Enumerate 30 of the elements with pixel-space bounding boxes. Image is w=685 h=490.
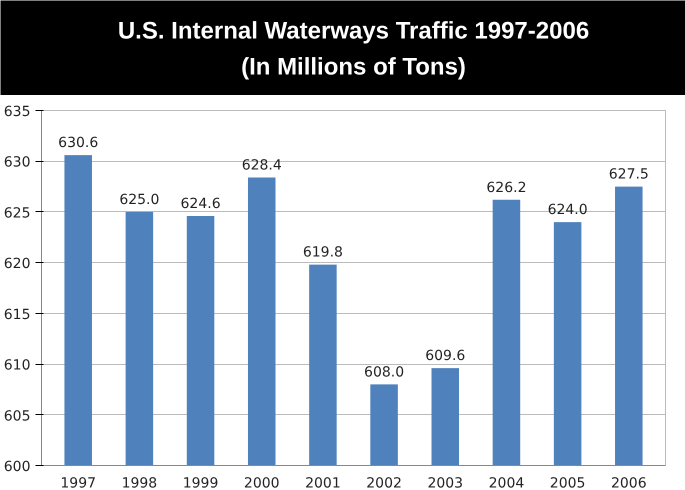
y-tick-label: 615: [4, 306, 31, 323]
data-label: 627.5: [608, 166, 649, 183]
data-label: 624.0: [548, 202, 588, 218]
y-tick-label: 620: [4, 256, 31, 272]
x-tick-label: 1998: [122, 476, 158, 490]
x-tick-label: 2001: [305, 476, 341, 490]
data-label: 630.6: [58, 135, 98, 152]
x-tick-label: 2006: [610, 476, 647, 490]
data-label: 609.6: [425, 348, 466, 364]
data-label: 624.6: [180, 196, 221, 212]
y-tick-label: 625: [4, 205, 31, 222]
y-tick-label: 630: [4, 154, 31, 171]
x-tick-label: 2004: [488, 476, 524, 490]
y-tick-label: 605: [4, 408, 31, 424]
data-label: 628.4: [242, 157, 282, 174]
x-tick-label: 2003: [427, 476, 464, 490]
chart-subtitle: (In Millions of Tons): [241, 54, 466, 80]
x-tick-label: 2002: [366, 476, 402, 490]
data-label: 619.8: [302, 244, 343, 261]
y-tick-label: 610: [4, 358, 31, 374]
x-tick-label: 1997: [60, 476, 96, 490]
x-tick-label: 1999: [182, 476, 218, 490]
data-label: 625.0: [119, 192, 160, 208]
data-label: 608.0: [364, 364, 404, 380]
chart-title: U.S. Internal Waterways Traffic 1997-2006: [118, 17, 590, 44]
data-label: 626.2: [486, 180, 526, 196]
x-tick-label: 2000: [244, 476, 280, 490]
x-tick-label: 2005: [550, 476, 586, 490]
y-tick-label: 600: [4, 459, 31, 475]
y-tick-label: 635: [4, 104, 31, 120]
